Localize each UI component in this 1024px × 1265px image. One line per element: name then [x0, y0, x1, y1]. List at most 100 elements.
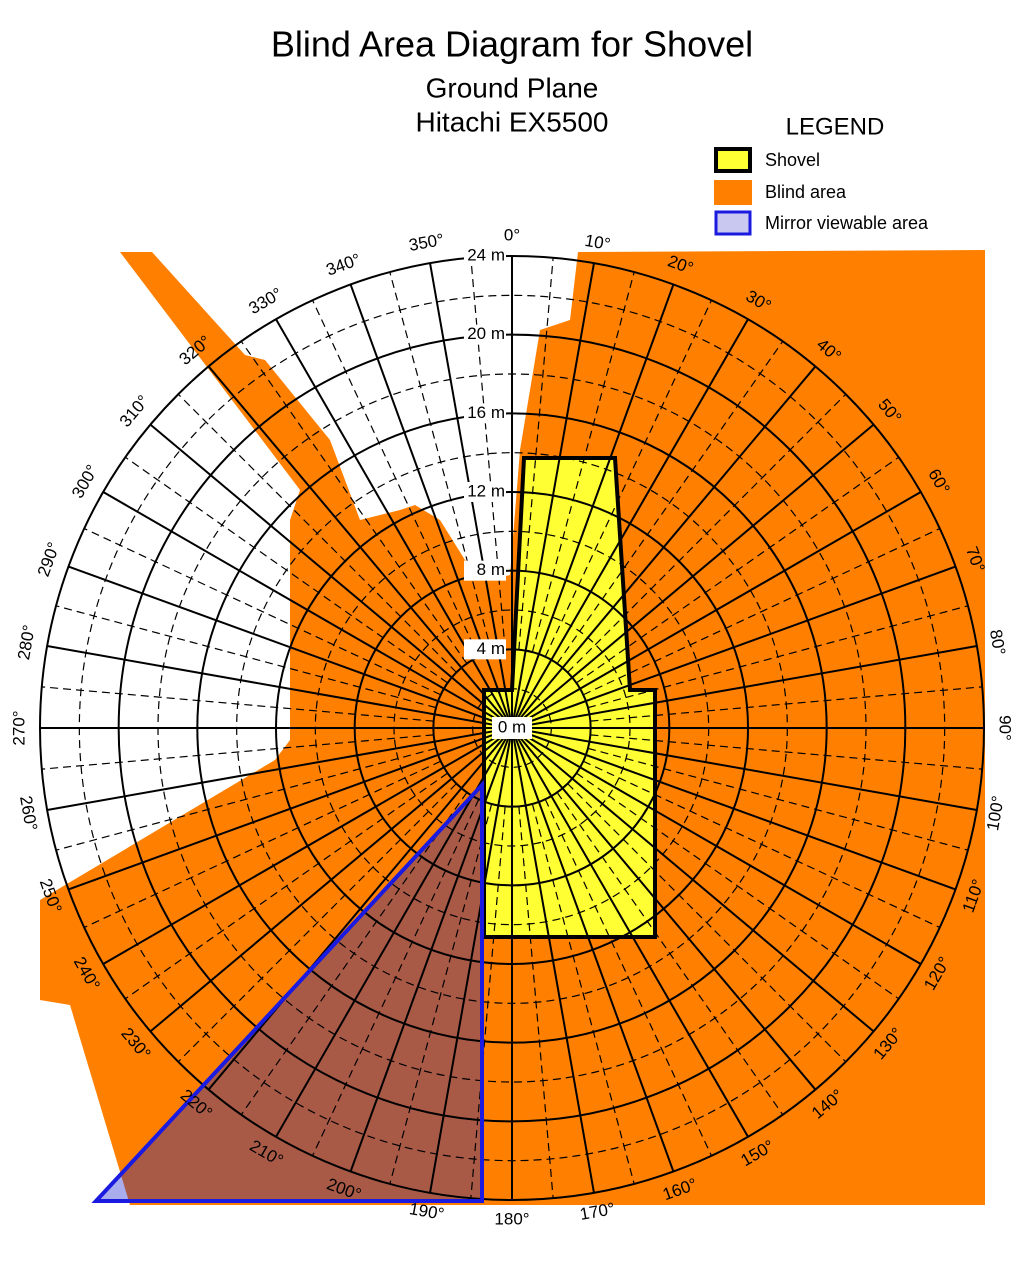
subtitle: Hitachi EX5500 [415, 106, 608, 137]
spoke-minor [587, 747, 969, 851]
spoke [46, 727, 513, 811]
legend-label: Shovel [765, 150, 820, 170]
angle-label: 0° [504, 225, 520, 244]
spoke-minor [531, 271, 635, 653]
spoke [149, 423, 513, 729]
spoke-minor [583, 760, 941, 929]
spoke [511, 727, 956, 891]
spoke-minor [531, 803, 635, 1185]
angle-label: 90° [996, 715, 1015, 741]
spoke-minor [125, 772, 448, 1000]
legend-swatch [714, 147, 752, 173]
spoke-minor [389, 271, 493, 653]
angle-label: 300° [68, 462, 102, 502]
radius-label: 4 m [477, 639, 505, 658]
radius-label-box [464, 560, 506, 581]
angle-label: 340° [324, 250, 364, 280]
title: Blind Area Diagram for Shovel [271, 24, 753, 65]
spoke-minor [389, 803, 493, 1185]
spoke [68, 727, 513, 891]
spoke [511, 318, 749, 729]
spoke-minor [556, 341, 784, 664]
spoke-minor [567, 783, 847, 1063]
spoke-minor [41, 734, 434, 770]
spoke-minor [556, 792, 784, 1115]
radius-label: 20 m [467, 324, 505, 343]
spoke [429, 727, 513, 1194]
spoke [511, 423, 875, 729]
spoke-minor [55, 747, 437, 851]
spoke [46, 645, 513, 729]
spoke [207, 727, 513, 1091]
spoke [68, 565, 513, 729]
legend-label: Mirror viewable area [765, 213, 929, 233]
angle-label: 270° [9, 710, 28, 745]
spoke [511, 365, 817, 729]
mirror-outline [91, 779, 484, 1203]
spoke-minor [177, 783, 457, 1063]
radius-label-box [464, 482, 506, 502]
spoke-minor [544, 299, 713, 657]
spoke-minor [41, 686, 434, 722]
angle-label: 280° [14, 623, 39, 661]
spoke-minor [518, 257, 554, 650]
spoke-minor [83, 760, 441, 929]
spoke-minor [240, 792, 468, 1115]
angle-label: 180° [494, 1209, 529, 1228]
radius-label: 16 m [467, 403, 505, 422]
center-label-box [492, 717, 532, 739]
angle-label: 100° [983, 794, 1008, 832]
spoke-minor [55, 605, 437, 709]
spoke [511, 262, 595, 729]
spoke [102, 727, 513, 965]
radius-label-box [464, 246, 506, 266]
spoke-minor [576, 772, 899, 1000]
spoke-minor [177, 393, 457, 673]
spoke-minor [583, 527, 941, 696]
radius-label: 24 m [467, 245, 505, 264]
spoke-minor [567, 393, 847, 673]
spoke [275, 318, 513, 729]
angle-label: 80° [986, 628, 1009, 657]
radius-label: 8 m [477, 560, 505, 579]
shovel-outline [482, 456, 657, 939]
spoke-minor [311, 299, 480, 657]
radius-label: 0 m [498, 717, 526, 736]
spoke [511, 727, 978, 811]
spoke-minor [125, 456, 448, 684]
spoke [207, 365, 513, 729]
spoke [511, 491, 922, 729]
legend-swatch [714, 180, 752, 205]
subtitle: Ground Plane [426, 72, 599, 103]
angle-label: 290° [34, 540, 64, 580]
spoke [511, 727, 749, 1138]
legend-title: LEGEND [786, 113, 885, 140]
spoke [511, 565, 956, 729]
radius-label-box [464, 639, 506, 660]
angle-label: 350° [407, 230, 445, 255]
spoke [511, 727, 922, 965]
radius-label-box [464, 403, 506, 424]
spoke [102, 491, 513, 729]
spoke-minor [576, 456, 899, 684]
spoke-minor [544, 799, 713, 1157]
legend-label: Blind area [765, 182, 847, 202]
angle-label: 10° [583, 231, 612, 254]
spoke [511, 645, 978, 729]
spoke [511, 727, 675, 1172]
spoke-minor [311, 799, 480, 1157]
spoke [511, 727, 875, 1033]
spoke-minor [470, 806, 506, 1199]
spoke-minor [518, 806, 554, 1199]
angle-label: 260° [16, 794, 41, 832]
angle-label: 330° [246, 284, 286, 318]
legend-swatch [714, 210, 752, 236]
spoke-minor [470, 257, 506, 650]
spoke-minor [83, 527, 441, 696]
spoke [511, 727, 817, 1091]
spoke [149, 727, 513, 1033]
angle-label: 310° [116, 392, 153, 431]
spoke [511, 284, 675, 729]
spoke [511, 727, 595, 1194]
